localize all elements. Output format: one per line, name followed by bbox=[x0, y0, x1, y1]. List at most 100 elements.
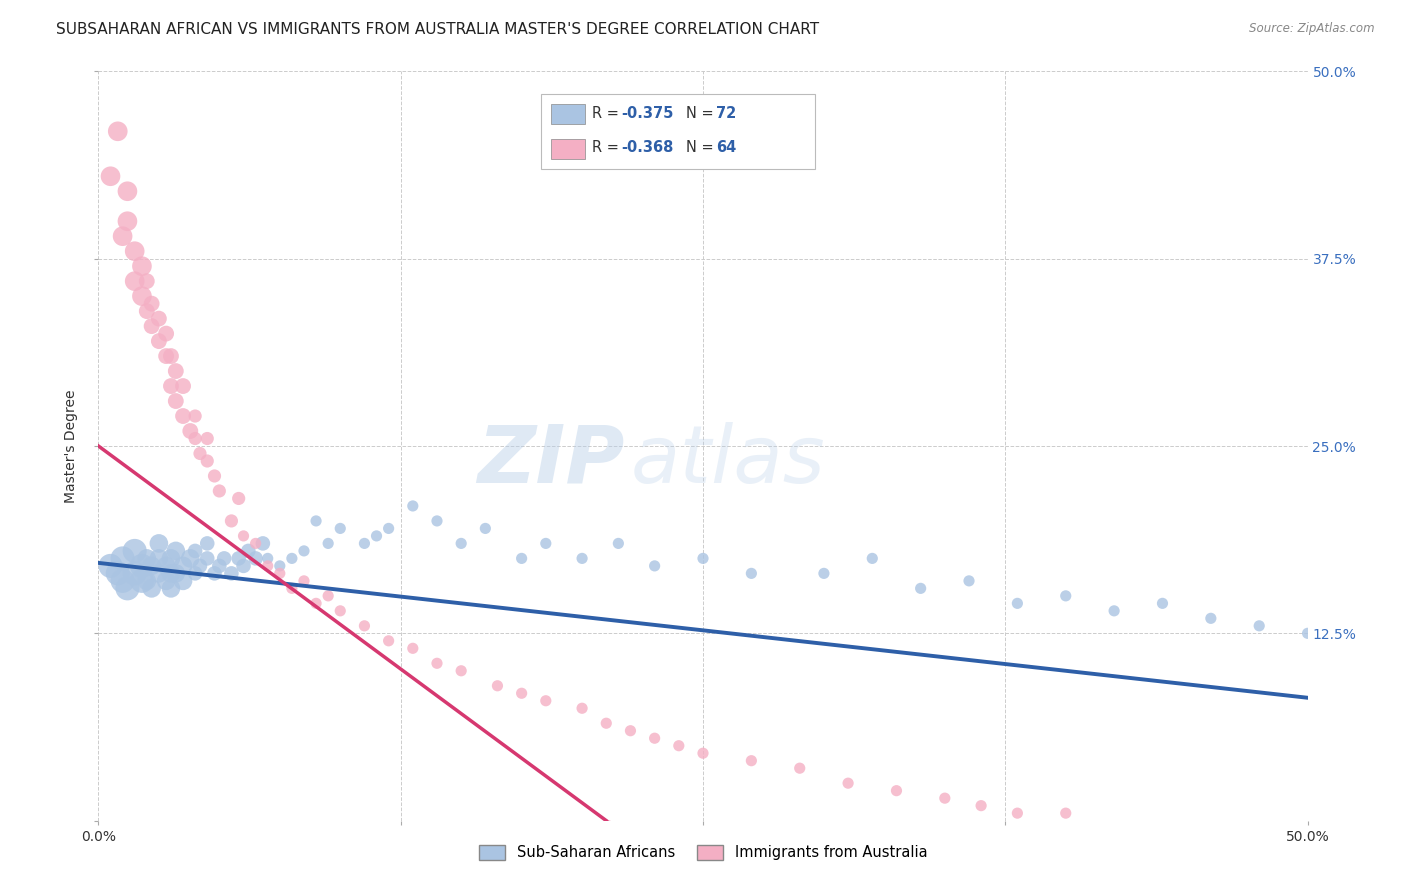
Point bbox=[221, 514, 243, 528]
Point bbox=[353, 619, 375, 633]
Point bbox=[208, 483, 231, 498]
Point bbox=[221, 566, 243, 581]
Point bbox=[184, 409, 207, 423]
Point bbox=[107, 124, 129, 138]
Point bbox=[141, 582, 163, 596]
Point bbox=[450, 536, 472, 550]
Point bbox=[486, 679, 509, 693]
Point bbox=[141, 558, 163, 573]
Point bbox=[172, 574, 194, 588]
Text: R =: R = bbox=[592, 140, 623, 154]
Point bbox=[148, 334, 170, 348]
Point bbox=[1054, 806, 1077, 821]
Point bbox=[179, 424, 201, 438]
Point bbox=[117, 184, 139, 198]
Point bbox=[644, 731, 666, 746]
Point bbox=[160, 349, 183, 363]
Text: 64: 64 bbox=[716, 140, 735, 154]
Point bbox=[107, 566, 129, 581]
Point bbox=[269, 566, 291, 581]
Point bbox=[131, 289, 153, 303]
Point bbox=[155, 326, 177, 341]
Point bbox=[155, 558, 177, 573]
Point bbox=[195, 551, 218, 566]
Point bbox=[450, 664, 472, 678]
Point bbox=[316, 536, 339, 550]
Point bbox=[117, 582, 139, 596]
Point bbox=[111, 229, 134, 244]
Point bbox=[692, 746, 714, 760]
Point bbox=[571, 701, 593, 715]
Point bbox=[316, 589, 339, 603]
Point bbox=[474, 521, 496, 535]
Point bbox=[232, 558, 254, 573]
Point bbox=[160, 379, 183, 393]
Point bbox=[837, 776, 859, 790]
Point bbox=[1007, 596, 1029, 610]
Point bbox=[329, 604, 352, 618]
Point bbox=[124, 566, 146, 581]
Point bbox=[1249, 619, 1271, 633]
Point bbox=[212, 551, 235, 566]
Text: atlas: atlas bbox=[630, 422, 825, 500]
Point bbox=[111, 551, 134, 566]
Point bbox=[813, 566, 835, 581]
Point bbox=[100, 558, 122, 573]
Point bbox=[232, 529, 254, 543]
Point bbox=[329, 521, 352, 535]
Point bbox=[148, 551, 170, 566]
Text: R =: R = bbox=[592, 106, 623, 120]
Point bbox=[131, 259, 153, 273]
Point bbox=[534, 694, 557, 708]
Legend: Sub-Saharan Africans, Immigrants from Australia: Sub-Saharan Africans, Immigrants from Au… bbox=[472, 838, 934, 866]
Point bbox=[172, 409, 194, 423]
Point bbox=[124, 544, 146, 558]
Point bbox=[292, 574, 315, 588]
Text: N =: N = bbox=[686, 140, 718, 154]
Point bbox=[910, 582, 932, 596]
Point bbox=[160, 582, 183, 596]
Point bbox=[957, 574, 980, 588]
Point bbox=[644, 558, 666, 573]
Point bbox=[165, 364, 187, 378]
Point bbox=[184, 544, 207, 558]
Point bbox=[165, 394, 187, 409]
Point bbox=[607, 536, 630, 550]
Point bbox=[740, 566, 762, 581]
Point bbox=[377, 633, 399, 648]
Text: Source: ZipAtlas.com: Source: ZipAtlas.com bbox=[1250, 22, 1375, 36]
Point bbox=[353, 536, 375, 550]
Point bbox=[195, 454, 218, 468]
Point bbox=[1152, 596, 1174, 610]
Point bbox=[281, 582, 304, 596]
Point bbox=[245, 536, 267, 550]
Text: 72: 72 bbox=[716, 106, 735, 120]
Point bbox=[426, 657, 449, 671]
Point bbox=[184, 432, 207, 446]
Point bbox=[252, 536, 274, 550]
Text: N =: N = bbox=[686, 106, 718, 120]
Point bbox=[141, 296, 163, 310]
Point bbox=[131, 558, 153, 573]
Point bbox=[595, 716, 617, 731]
Point bbox=[204, 566, 226, 581]
Point bbox=[1296, 626, 1319, 640]
Point bbox=[228, 491, 250, 506]
Point bbox=[165, 566, 187, 581]
Point bbox=[135, 274, 157, 288]
Point bbox=[402, 499, 425, 513]
Point bbox=[269, 558, 291, 573]
Point bbox=[124, 244, 146, 259]
Point bbox=[172, 558, 194, 573]
Point bbox=[117, 214, 139, 228]
Point bbox=[160, 566, 183, 581]
Point bbox=[111, 574, 134, 588]
Point bbox=[1054, 589, 1077, 603]
Y-axis label: Master's Degree: Master's Degree bbox=[65, 389, 79, 503]
Point bbox=[100, 169, 122, 184]
Point bbox=[148, 536, 170, 550]
Point bbox=[619, 723, 641, 738]
Point bbox=[188, 558, 211, 573]
Point bbox=[860, 551, 883, 566]
Point bbox=[366, 529, 388, 543]
